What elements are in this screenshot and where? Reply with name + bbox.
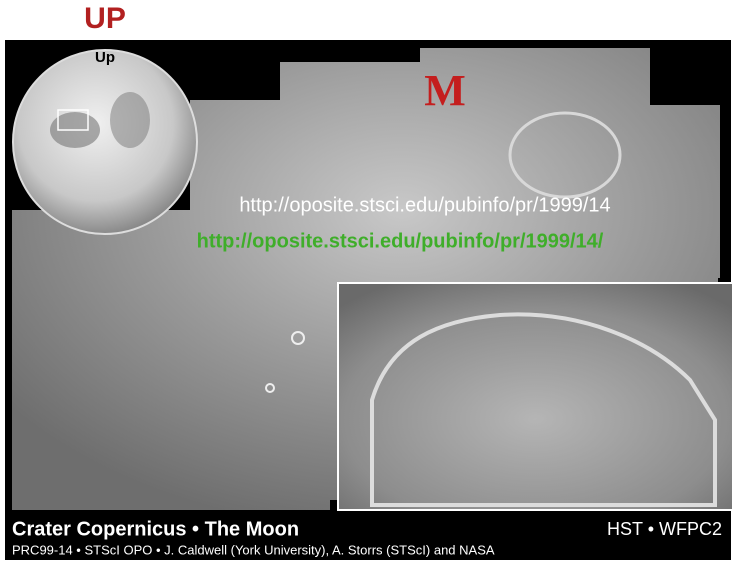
caption-title: Crater Copernicus • The Moon [12,518,299,540]
caption-instrument: HST • WFPC2 [607,519,722,539]
moon-mare [110,92,150,148]
caption-credit: PRC99-14 • STScI OPO • J. Caldwell (York… [12,542,495,557]
up-label: UP [84,2,126,35]
moon [13,50,197,234]
moon-up-label: Up [95,49,115,66]
marker-label: M [424,66,466,115]
inset-image [338,283,733,510]
poster: UP Up M http://oposite.stsci.edu/pubinfo… [0,0,734,569]
link-plain[interactable]: http://oposite.stsci.edu/pubinfo/pr/1999… [239,194,610,216]
link-green[interactable]: http://oposite.stsci.edu/pubinfo/pr/1999… [197,230,604,252]
